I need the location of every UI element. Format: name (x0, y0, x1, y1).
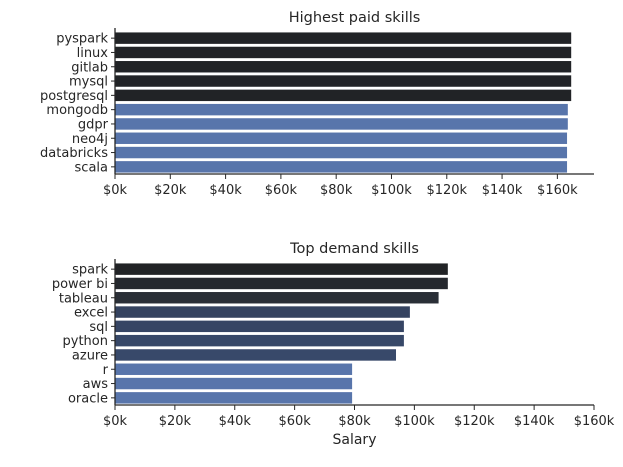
y-tick-label: power bi (52, 277, 108, 292)
x-tick-label: $160k (537, 183, 578, 198)
y-tick-label: azure (72, 348, 108, 363)
bar-aws (115, 377, 353, 390)
x-tick-label: $100k (371, 183, 412, 198)
bar-neo4j (115, 132, 568, 144)
y-tick-label: neo4j (72, 132, 108, 147)
y-tick-label: excel (74, 306, 108, 321)
y-tick-label: python (63, 334, 108, 349)
y-tick-label: databricks (40, 146, 108, 161)
bar-spark (115, 263, 448, 275)
x-tick-label: $100k (394, 414, 435, 429)
x-tick-label: $140k (482, 183, 523, 198)
bar-linux (115, 46, 572, 59)
x-tick-label: $60k (278, 414, 311, 429)
y-tick-label: mongodb (46, 103, 108, 118)
bar-pyspark (115, 32, 572, 44)
x-tick-label: $20k (154, 183, 187, 198)
chart-title: Highest paid skills (289, 10, 421, 26)
bar-mysql (115, 75, 572, 87)
x-tick-label: $60k (265, 183, 298, 198)
bar-python (115, 334, 404, 347)
x-tick-label: $0k (103, 414, 128, 429)
bar-r (115, 363, 353, 375)
bar-gitlab (115, 61, 572, 73)
chart-title: Top demand skills (289, 241, 419, 257)
y-tick-label: gitlab (71, 60, 108, 75)
y-tick-label: mysql (69, 75, 108, 90)
bar-power-bi (115, 277, 448, 290)
bar-excel (115, 306, 410, 318)
y-tick-label: pyspark (56, 32, 108, 47)
y-tick-label: gdpr (78, 117, 109, 132)
bar-gdpr (115, 118, 568, 130)
chart-1: Highest paid skills pysparklinuxgitlabmys… (40, 10, 594, 198)
bar-tableau (115, 292, 439, 304)
bar-postgresql (115, 89, 572, 102)
x-axis-label: Salary (333, 432, 377, 448)
bar-scala (115, 161, 568, 173)
bar-sql (115, 320, 404, 333)
x-tick-label: $0k (103, 183, 128, 198)
y-tick-label: aws (83, 377, 109, 392)
y-tick-label: postgresql (40, 89, 108, 104)
y-tick-label: oracle (68, 391, 108, 406)
x-tick-label: $120k (454, 414, 495, 429)
y-tick-label: tableau (59, 291, 108, 306)
x-tick-label: $20k (159, 414, 192, 429)
x-tick-label: $120k (426, 183, 467, 198)
bar-oracle (115, 392, 353, 404)
x-tick-label: $80k (338, 414, 371, 429)
y-tick-label: linux (77, 46, 109, 61)
y-tick-label: r (103, 363, 109, 378)
bar-databricks (115, 146, 568, 159)
y-tick-label: sql (89, 320, 108, 335)
bar-azure (115, 349, 397, 361)
y-tick-label: spark (72, 263, 108, 278)
x-tick-label: $40k (209, 183, 242, 198)
x-tick-label: $160k (574, 414, 615, 429)
x-tick-label: $40k (219, 414, 252, 429)
bar-mongodb (115, 103, 568, 116)
x-tick-label: $80k (320, 183, 353, 198)
x-tick-label: $140k (514, 414, 555, 429)
y-tick-label: scala (75, 160, 108, 175)
